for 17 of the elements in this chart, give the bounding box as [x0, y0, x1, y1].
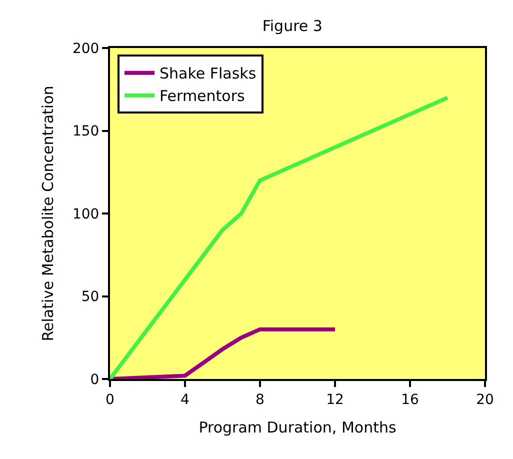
y-tick-label: 200	[72, 40, 100, 57]
x-tick-label: 20	[476, 392, 494, 408]
x-tick-label: 4	[180, 392, 190, 408]
x-tick-label: 16	[401, 392, 419, 408]
legend-label: Fermentors	[160, 87, 246, 106]
y-tick-label: 50	[81, 289, 100, 306]
y-tick-label: 0	[90, 372, 100, 388]
y-tick-label: 150	[72, 124, 100, 140]
line-series	[110, 327, 337, 379]
x-axis-title: Program Duration, Months	[198, 418, 396, 436]
y-axis-title: Relative Metabolite Concentration	[39, 86, 58, 342]
y-tick-label: 100	[72, 206, 100, 222]
x-tick-label: 0	[106, 392, 114, 408]
chart-title: Figure 3	[262, 17, 322, 36]
x-tick-label: 12	[326, 392, 344, 408]
x-tick-label: 8	[256, 392, 264, 408]
legend-label: Shake Flasks	[160, 64, 256, 83]
